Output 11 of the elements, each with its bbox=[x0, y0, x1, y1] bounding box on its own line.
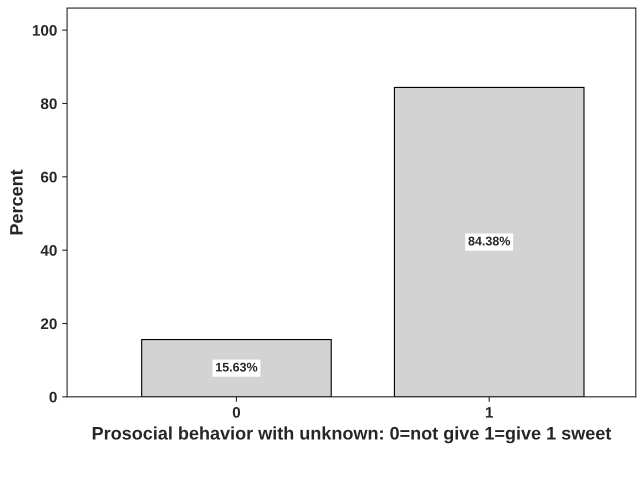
y-axis-title: Percent bbox=[10, 170, 23, 234]
x-axis-title: Prosocial behavior with unknown: 0=not give 1=give 1 sweet bbox=[92, 426, 612, 444]
y-tick-label: 80 bbox=[40, 98, 57, 110]
data-label: 84.38% bbox=[468, 236, 510, 246]
y-tick-label: 20 bbox=[40, 318, 57, 330]
y-tick-label: 0 bbox=[49, 392, 57, 403]
y-tick-label: 60 bbox=[40, 172, 57, 182]
y-tick-label: 40 bbox=[40, 245, 57, 256]
y-tick-label: 100 bbox=[32, 24, 57, 36]
data-label: 15.63% bbox=[216, 362, 258, 372]
x-tick-label: 1 bbox=[486, 407, 494, 418]
